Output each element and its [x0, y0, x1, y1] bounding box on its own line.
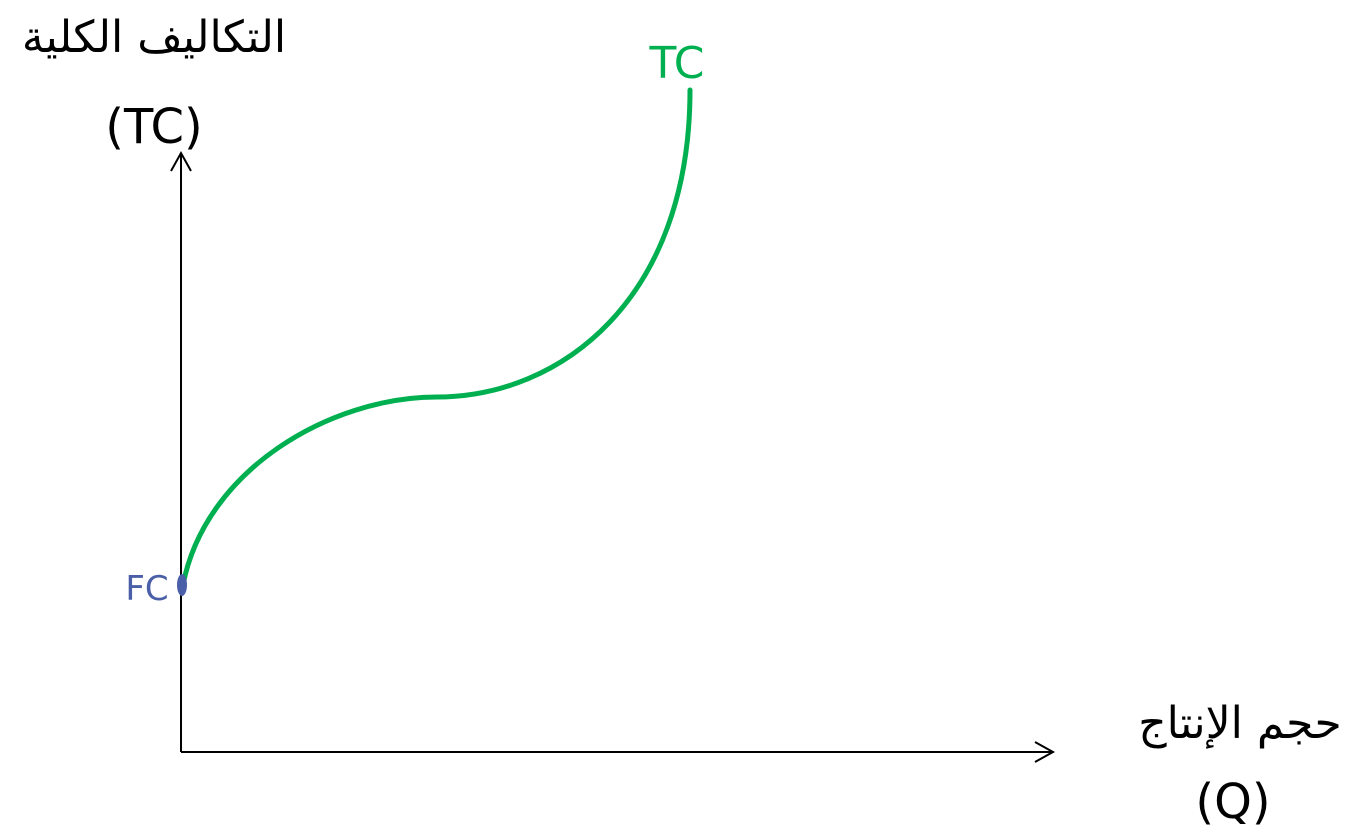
fixed-cost-label: FC: [125, 569, 168, 609]
total-cost-curve: [180, 87, 693, 588]
fixed-cost-point: [177, 574, 187, 596]
x-axis-arrowhead: [1034, 741, 1056, 763]
curve-label: TC: [648, 38, 704, 89]
y-axis-label: التكاليف الكلية: [22, 12, 286, 63]
y-axis-label-abbrev: (TC): [105, 99, 202, 155]
y-axis-arrowhead: [170, 150, 192, 172]
x-axis-label: حجم الإنتاج: [1138, 698, 1342, 749]
x-axis-label-abbrev: (Q): [1195, 774, 1270, 830]
